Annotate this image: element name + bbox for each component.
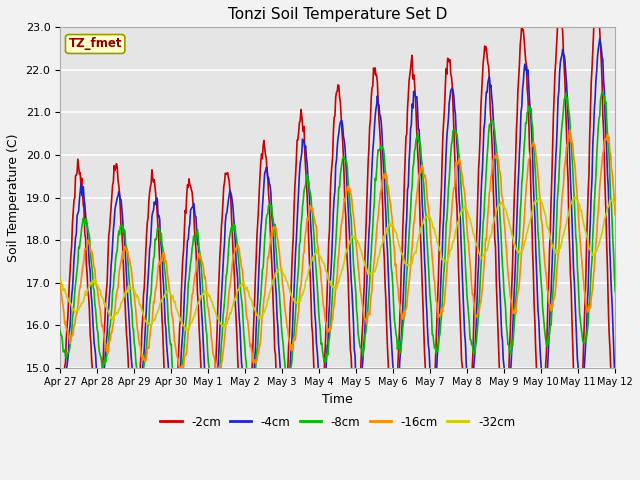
-32cm <box>67 300 74 306</box>
Legend: -2cm, -4cm, -8cm, -16cm, -32cm: -2cm, -4cm, -8cm, -16cm, -32cm <box>156 411 520 433</box>
-8cm <box>209 395 217 401</box>
-4cm <box>406 146 413 152</box>
-16cm <box>180 364 188 370</box>
-2cm <box>124 340 131 346</box>
Text: TZ_fmet: TZ_fmet <box>68 37 122 50</box>
-16cm <box>56 279 64 285</box>
-32cm <box>422 215 430 221</box>
-4cm <box>56 372 64 377</box>
-4cm <box>210 422 218 428</box>
-32cm <box>180 323 188 328</box>
-8cm <box>67 342 74 348</box>
-16cm <box>215 370 223 376</box>
-16cm <box>422 179 430 185</box>
-16cm <box>209 351 217 357</box>
-4cm <box>207 436 215 442</box>
-16cm <box>406 271 413 277</box>
-4cm <box>67 323 74 328</box>
-8cm <box>124 248 131 254</box>
-2cm <box>422 386 430 392</box>
Y-axis label: Soil Temperature (C): Soil Temperature (C) <box>7 133 20 262</box>
-2cm <box>406 72 413 78</box>
-16cm <box>611 212 619 218</box>
-2cm <box>206 463 214 468</box>
-8cm <box>422 213 430 219</box>
-4cm <box>596 36 604 42</box>
-32cm <box>56 276 64 281</box>
-32cm <box>124 289 131 295</box>
-32cm <box>611 201 619 207</box>
Line: -16cm: -16cm <box>60 130 615 373</box>
-16cm <box>67 341 74 347</box>
-4cm <box>180 313 188 319</box>
Line: -4cm: -4cm <box>60 39 615 439</box>
-2cm <box>611 429 619 434</box>
-8cm <box>611 289 619 295</box>
-4cm <box>611 376 619 382</box>
-8cm <box>180 351 188 357</box>
-32cm <box>571 194 579 200</box>
Title: Tonzi Soil Temperature Set D: Tonzi Soil Temperature Set D <box>228 7 447 22</box>
-32cm <box>210 305 218 311</box>
-8cm <box>599 89 607 95</box>
Line: -8cm: -8cm <box>60 92 615 403</box>
-4cm <box>124 287 131 293</box>
-32cm <box>406 263 413 269</box>
-2cm <box>180 247 188 253</box>
X-axis label: Time: Time <box>323 393 353 406</box>
-4cm <box>422 295 430 300</box>
-2cm <box>210 399 218 405</box>
-2cm <box>56 390 64 396</box>
-8cm <box>56 328 64 334</box>
-2cm <box>67 267 74 273</box>
-16cm <box>124 248 131 253</box>
-8cm <box>406 218 413 224</box>
Line: -32cm: -32cm <box>60 197 615 332</box>
-16cm <box>566 127 573 133</box>
-32cm <box>184 329 192 335</box>
-2cm <box>593 0 601 5</box>
Line: -2cm: -2cm <box>60 2 615 466</box>
-8cm <box>211 400 218 406</box>
